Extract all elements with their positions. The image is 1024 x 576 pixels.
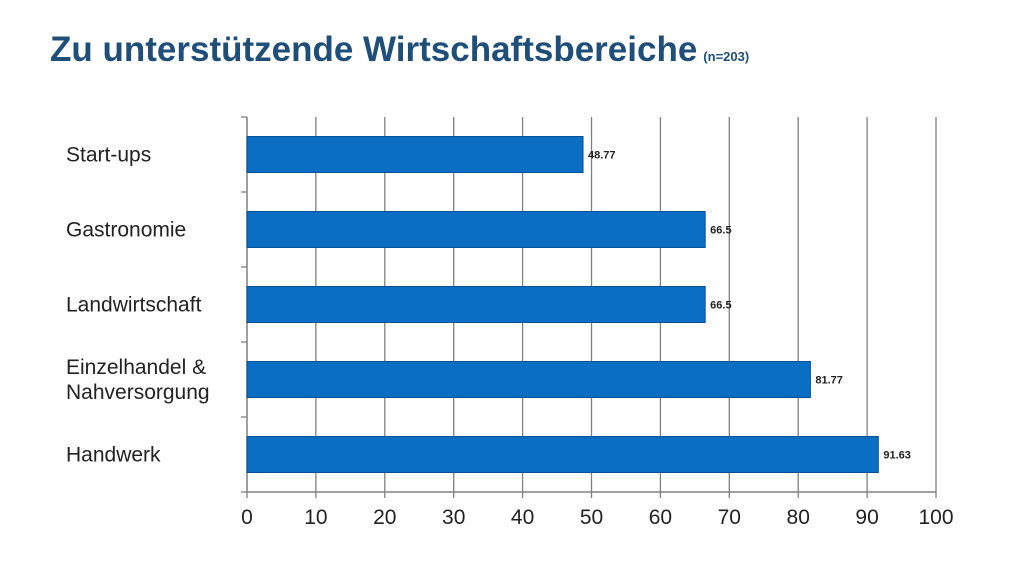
- data-label-2: 66.5: [710, 300, 731, 312]
- data-label-4: 91.63: [883, 450, 911, 462]
- category-label-0: Start-ups: [66, 144, 151, 167]
- category-label-3-line-1: Nahversorgung: [66, 381, 210, 404]
- data-label-1: 66.5: [710, 225, 731, 237]
- x-tick-label-5: 50: [580, 506, 603, 529]
- x-tick-label-10: 100: [918, 506, 953, 529]
- data-label-3: 81.77: [815, 375, 843, 387]
- chart-title-text: Zu unterstützende Wirtschaftsbereiche: [50, 30, 698, 69]
- x-tick-label-4: 40: [511, 506, 534, 529]
- x-tick-label-2: 20: [373, 506, 396, 529]
- bar-0: [246, 136, 584, 173]
- category-label-2: Landwirtschaft: [66, 294, 202, 317]
- data-label-0: 48.77: [588, 150, 616, 162]
- x-tick-label-8: 80: [787, 506, 810, 529]
- bar-2: [246, 286, 706, 323]
- bar-4: [246, 436, 879, 473]
- x-tick-label-1: 10: [304, 506, 327, 529]
- chart-title: Zu unterstützende Wirtschaftsbereiche (n=…: [50, 30, 749, 70]
- x-tick-label-7: 70: [718, 506, 741, 529]
- sample-size-label: (n=203): [703, 49, 750, 64]
- category-label-1: Gastronomie: [66, 219, 186, 242]
- x-tick-label-0: 0: [241, 506, 253, 529]
- category-label-4: Handwerk: [66, 444, 161, 467]
- category-label-3-line-0: Einzelhandel &: [66, 356, 206, 379]
- x-tick-label-3: 30: [442, 506, 465, 529]
- x-tick-label-6: 60: [649, 506, 672, 529]
- bar-3: [246, 361, 811, 398]
- bar-1: [246, 211, 706, 248]
- x-tick-label-9: 90: [855, 506, 878, 529]
